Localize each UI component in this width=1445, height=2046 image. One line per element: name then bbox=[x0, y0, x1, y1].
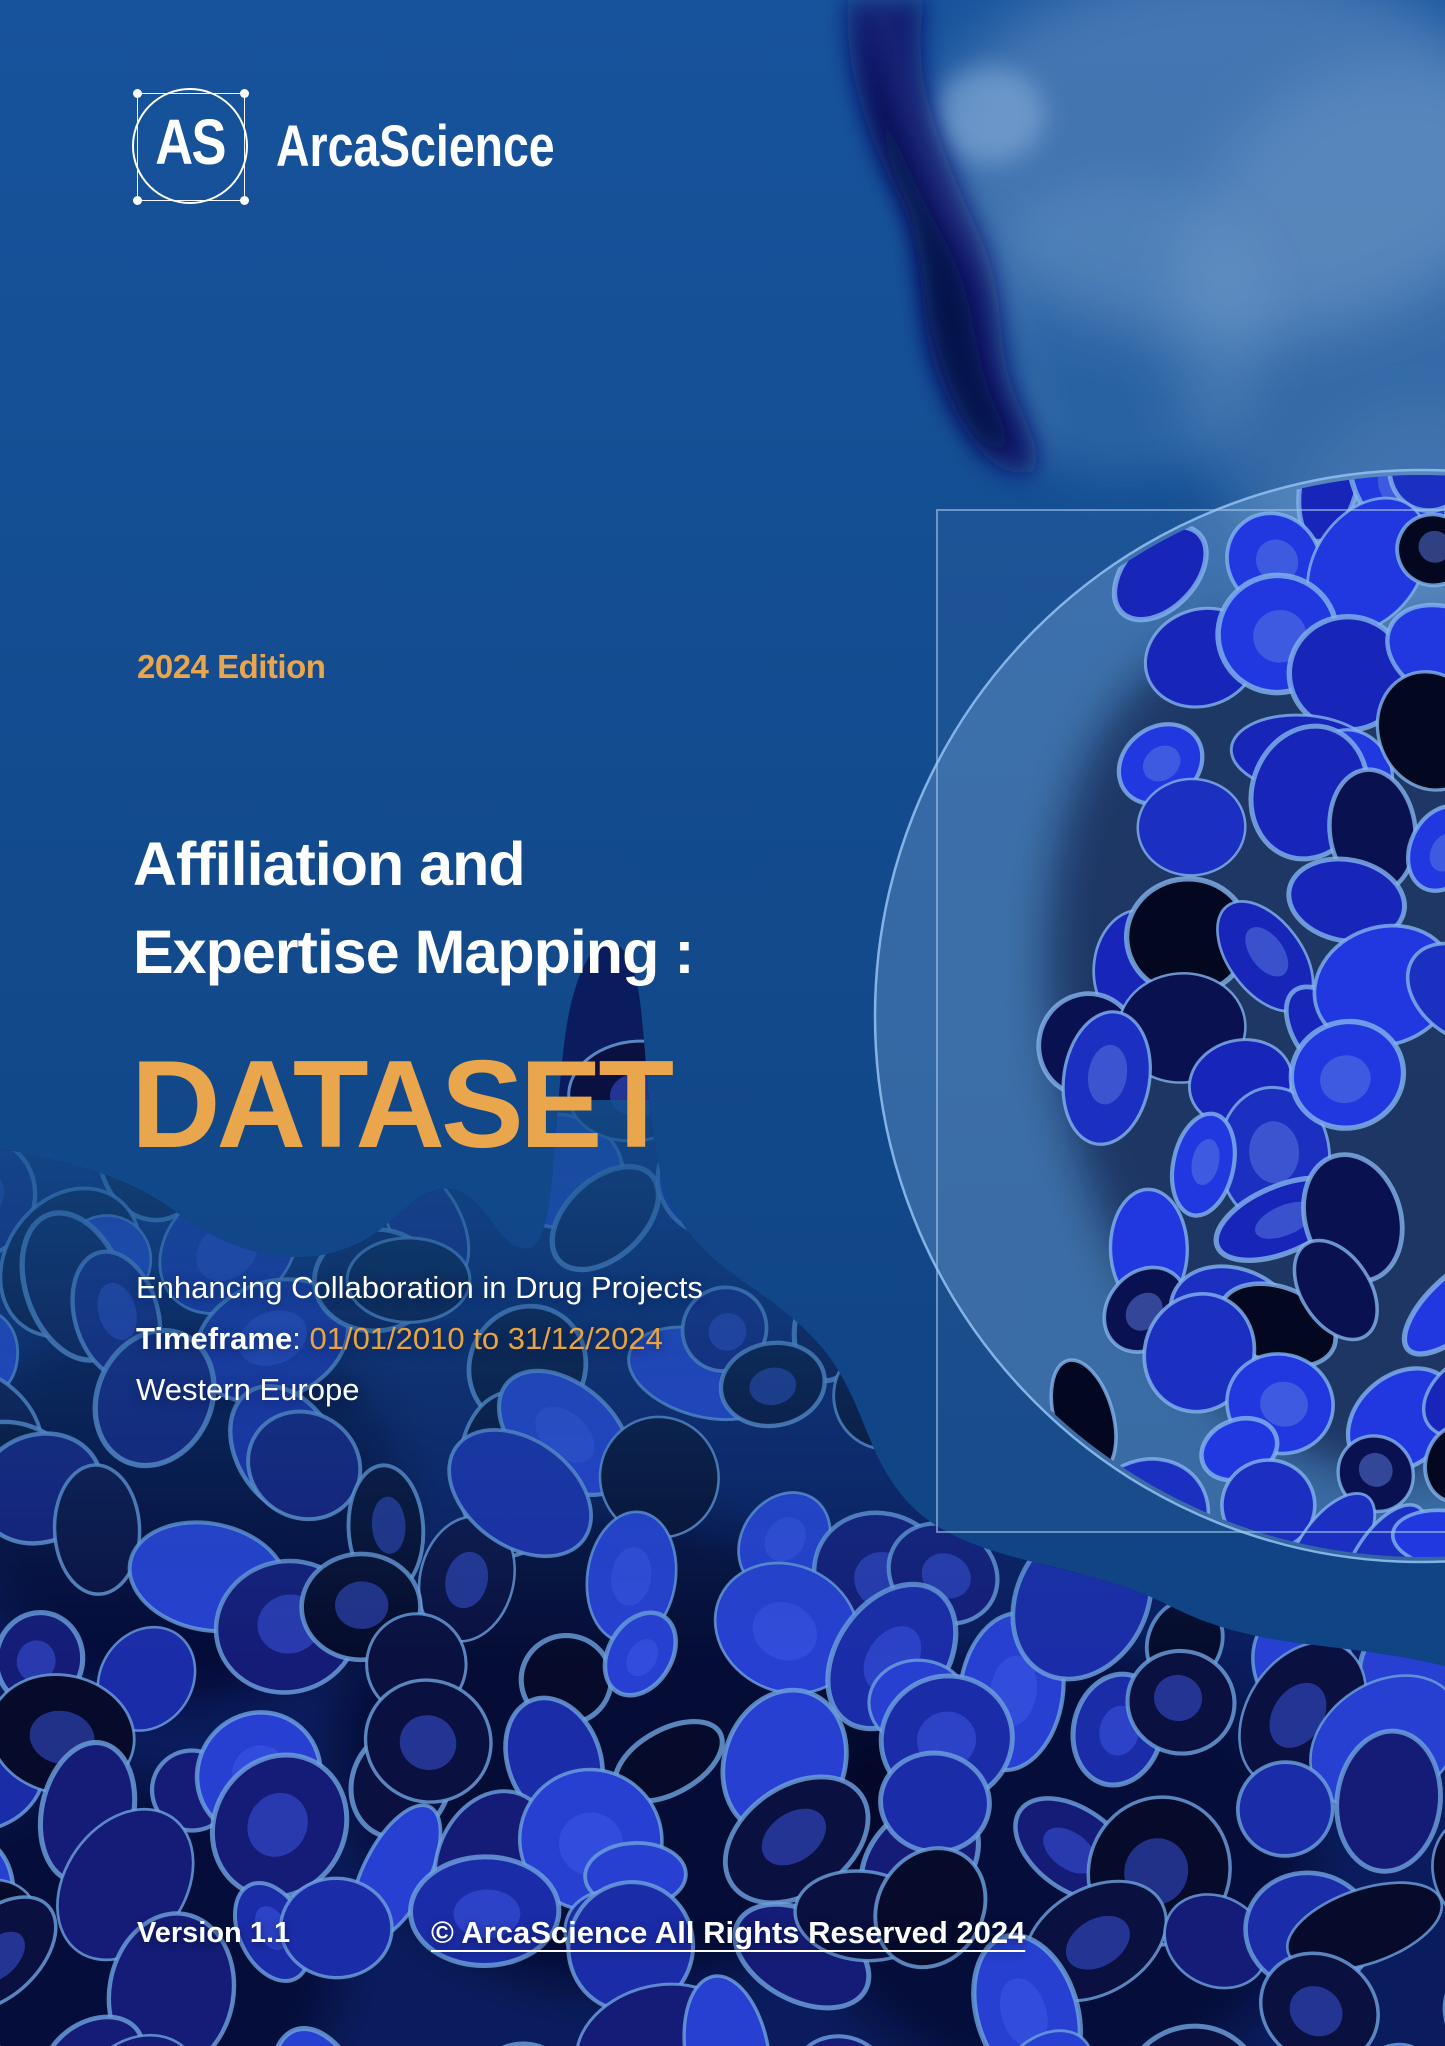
timeframe-line: Timeframe: 01/01/2010 to 31/12/2024 bbox=[136, 1313, 703, 1364]
timeframe-separator: : bbox=[292, 1321, 310, 1356]
cover-details: Enhancing Collaboration in Drug Projects… bbox=[136, 1262, 703, 1415]
cover-title-line-2: Expertise Mapping : bbox=[133, 918, 695, 986]
frame-outline bbox=[936, 509, 1445, 1533]
logo-corner-dot bbox=[133, 196, 142, 205]
timeframe-label: Timeframe bbox=[136, 1321, 293, 1356]
circle-outline bbox=[873, 468, 1445, 1564]
version-label: Version 1.1 bbox=[137, 1917, 291, 1949]
circle-fluid-texture bbox=[983, 475, 1445, 1557]
logo-monogram: AS bbox=[155, 106, 226, 178]
ink-plume bbox=[847, 0, 1048, 474]
logo-circle-frame bbox=[132, 88, 248, 204]
dataset-title: DATASET bbox=[131, 1036, 674, 1174]
subtitle: Enhancing Collaboration in Drug Projects bbox=[136, 1270, 703, 1305]
copyright-link[interactable]: © ArcaScience All Rights Reserved 2024 bbox=[431, 1915, 1026, 1950]
logo-corner-dot bbox=[240, 89, 249, 98]
edition-badge: 2024 Edition bbox=[137, 648, 326, 685]
timeframe-value: 01/01/2010 to 31/12/2024 bbox=[309, 1321, 663, 1356]
cover-title-line-1: Affiliation and bbox=[133, 830, 526, 898]
cover-title: Affiliation and Expertise Mapping : bbox=[133, 820, 695, 996]
logo-corner-dot bbox=[133, 89, 142, 98]
brand-name: ArcaScience bbox=[276, 113, 555, 179]
logo-corner-dot bbox=[240, 196, 249, 205]
region-line: Western Europe bbox=[136, 1372, 360, 1407]
